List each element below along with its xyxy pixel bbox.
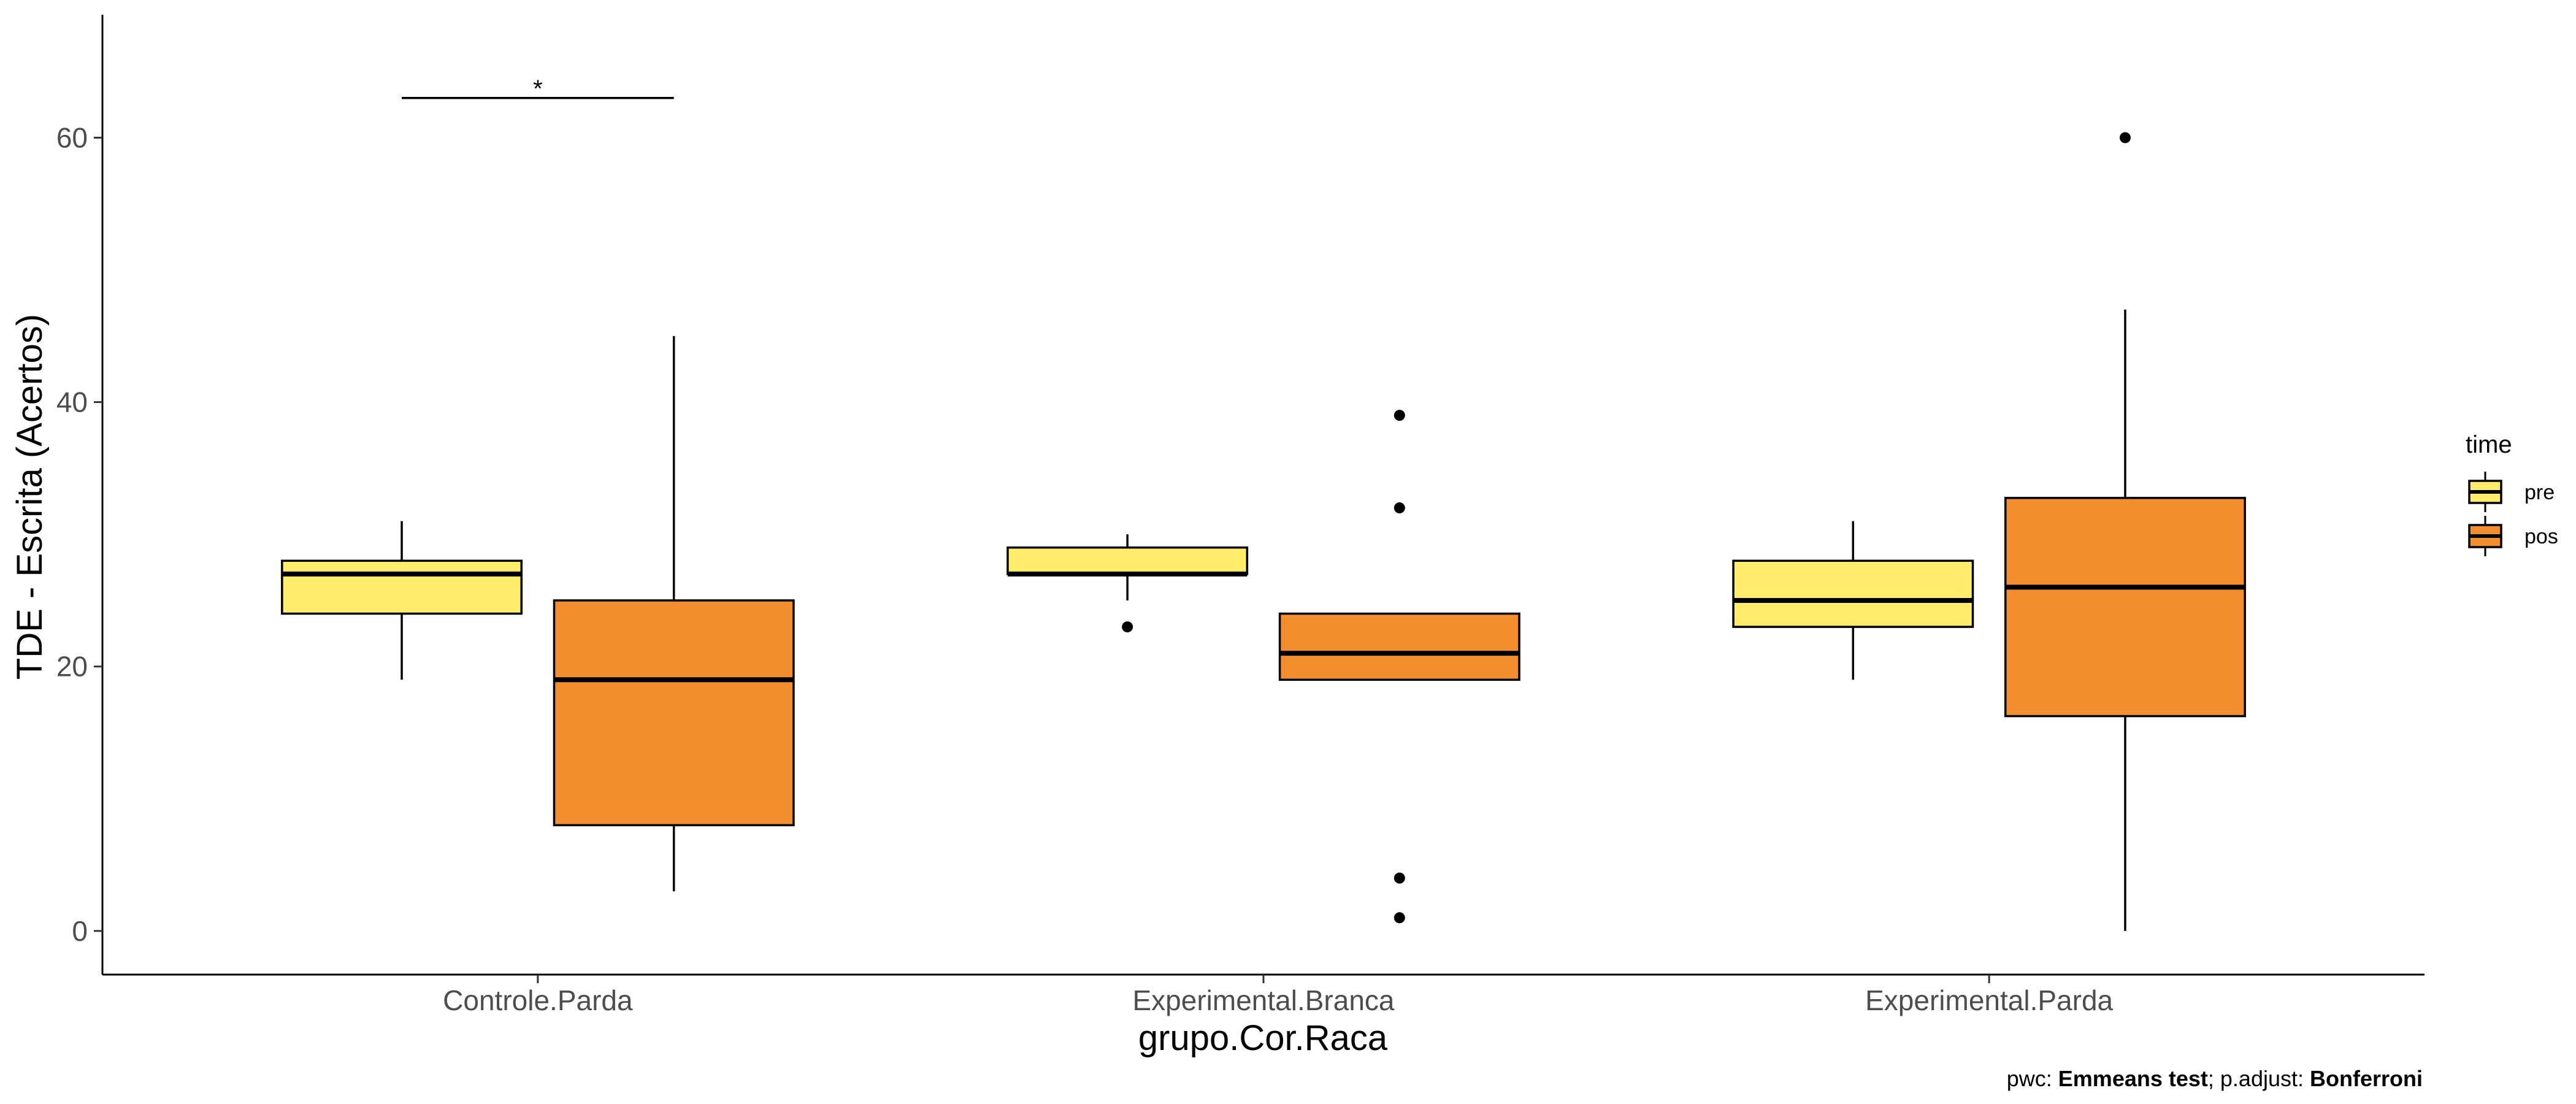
outlier-point [1122,621,1133,633]
caption-prefix: pwc: [2006,1066,2058,1091]
legend-title: time [2466,431,2512,458]
x-tick-label: Experimental.Branca [1133,984,1395,1016]
legend-key-pos [2468,516,2502,556]
box-pre-Controle.Parda [281,521,523,680]
axes: 0 20 40 60 Controle.Parda Experimental.Branca… [56,15,2425,1016]
y-tick-label: 40 [56,386,88,418]
legend: time pre pos [2466,431,2558,556]
legend-key-pre [2468,472,2502,512]
box-body [1278,612,1520,681]
box-pre-Experimental.Branca [1006,534,1249,633]
box-pre-Experimental.Parda [1732,521,1974,680]
outlier-point [1393,410,1405,421]
box-body [1732,559,1974,628]
significance-label: * [533,75,543,102]
outlier-point [2119,132,2131,144]
box-body [553,599,795,827]
outlier-point [1393,912,1405,924]
x-tick-label: Controle.Parda [443,984,633,1016]
significance-bracket: * [402,75,674,102]
legend-label-pre: pre [2524,481,2555,504]
caption-method: Bonferroni [2310,1066,2423,1091]
x-axis-title: grupo.Cor.Raca [1138,1018,1388,1058]
caption-test: Emmeans test [2058,1066,2208,1091]
y-tick-label: 20 [56,651,88,683]
box-pos-Experimental.Parda [2004,132,2246,931]
outlier-point [1393,502,1405,514]
box-body [2004,497,2246,718]
outlier-point [1393,872,1405,884]
plot-panel: * [281,75,2246,931]
caption-middle: ; p.adjust: [2207,1066,2310,1091]
legend-label-pos: pos [2524,525,2558,548]
box-body [1006,546,1249,575]
y-axis-title: TDE - Escrita (Acertos) [10,314,50,680]
box-pos-Experimental.Branca [1278,410,1520,924]
y-tick-label: 0 [72,915,88,947]
box-body [281,559,523,615]
x-tick-label: Experimental.Parda [1865,984,2113,1016]
caption: pwc: Emmeans test; p.adjust: Bonferroni [2007,1066,2423,1092]
y-tick-label: 60 [56,121,88,153]
box-pos-Controle.Parda [553,335,795,892]
